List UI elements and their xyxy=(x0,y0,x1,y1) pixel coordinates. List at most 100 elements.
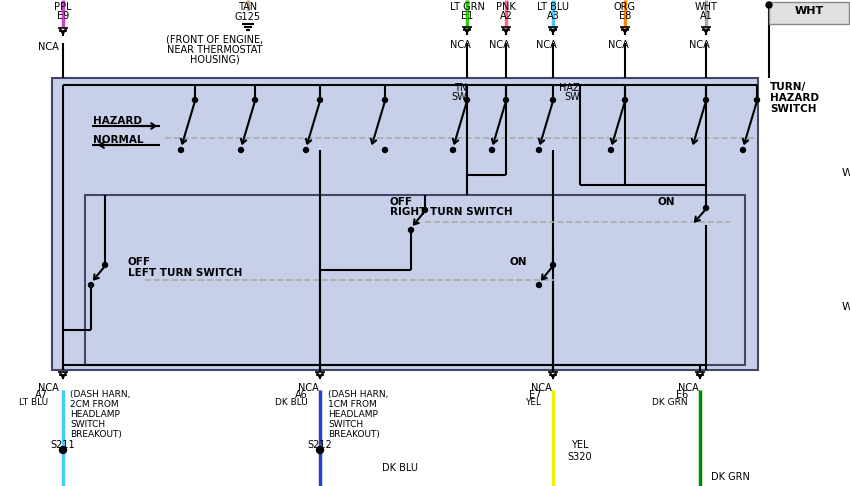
Text: BREAKOUT): BREAKOUT) xyxy=(70,430,122,439)
Text: NCA: NCA xyxy=(37,42,59,52)
Circle shape xyxy=(382,147,388,153)
Text: HAZARD: HAZARD xyxy=(93,116,142,126)
Circle shape xyxy=(609,147,614,153)
Text: A2: A2 xyxy=(500,11,513,21)
Text: ON: ON xyxy=(658,197,676,207)
Text: NCA: NCA xyxy=(688,40,710,50)
Text: SWITCH: SWITCH xyxy=(770,104,817,114)
Text: 2CM FROM: 2CM FROM xyxy=(70,400,119,409)
Circle shape xyxy=(464,98,469,103)
Text: BREAKOUT): BREAKOUT) xyxy=(328,430,380,439)
Text: NEAR THERMOSTAT: NEAR THERMOSTAT xyxy=(167,45,263,55)
Text: W: W xyxy=(842,168,850,178)
Text: TAN: TAN xyxy=(239,2,258,12)
Text: S320: S320 xyxy=(568,452,592,462)
Text: DK BLU: DK BLU xyxy=(275,398,308,407)
Circle shape xyxy=(704,98,709,103)
Text: RIGHT TURN SWITCH: RIGHT TURN SWITCH xyxy=(390,207,513,217)
Circle shape xyxy=(536,282,541,288)
Circle shape xyxy=(103,262,107,267)
Circle shape xyxy=(316,447,324,453)
Text: A3: A3 xyxy=(547,11,559,21)
Circle shape xyxy=(178,147,184,153)
Text: E6: E6 xyxy=(676,390,688,400)
Circle shape xyxy=(422,208,428,212)
Text: E7: E7 xyxy=(529,390,541,400)
Text: NCA: NCA xyxy=(450,40,470,50)
Text: A6: A6 xyxy=(295,390,308,400)
Text: YEL: YEL xyxy=(571,440,589,450)
Circle shape xyxy=(60,447,66,453)
Text: SWITCH: SWITCH xyxy=(70,420,105,429)
Text: S212: S212 xyxy=(308,440,332,450)
Text: E1: E1 xyxy=(461,11,473,21)
Text: W: W xyxy=(842,302,850,312)
Circle shape xyxy=(766,2,772,8)
Text: HEADLAMP: HEADLAMP xyxy=(328,410,378,419)
Text: LT BLU: LT BLU xyxy=(537,2,569,12)
Circle shape xyxy=(551,98,556,103)
Text: HEADLAMP: HEADLAMP xyxy=(70,410,120,419)
Text: LT BLU: LT BLU xyxy=(19,398,48,407)
Circle shape xyxy=(450,147,456,153)
Text: OFF: OFF xyxy=(390,197,413,207)
Text: HAZ: HAZ xyxy=(559,83,580,93)
Circle shape xyxy=(755,98,760,103)
Text: (FRONT OF ENGINE,: (FRONT OF ENGINE, xyxy=(167,35,264,45)
Text: NCA: NCA xyxy=(298,383,319,393)
Circle shape xyxy=(409,227,413,232)
Bar xyxy=(85,195,745,365)
Text: WHT: WHT xyxy=(795,6,824,16)
Circle shape xyxy=(239,147,243,153)
Circle shape xyxy=(382,98,388,103)
Text: DK BLU: DK BLU xyxy=(382,463,418,473)
Text: ON: ON xyxy=(510,257,528,267)
Text: NCA: NCA xyxy=(536,40,557,50)
Text: NORMAL: NORMAL xyxy=(93,135,144,145)
Text: LT GRN: LT GRN xyxy=(450,2,484,12)
Text: TURN/: TURN/ xyxy=(770,82,807,92)
Text: S211: S211 xyxy=(51,440,76,450)
Text: A7: A7 xyxy=(35,390,48,400)
Text: (DASH HARN,: (DASH HARN, xyxy=(328,390,388,399)
Text: ORG: ORG xyxy=(614,2,636,12)
Circle shape xyxy=(622,98,627,103)
Text: TN: TN xyxy=(454,83,467,93)
Text: OFF: OFF xyxy=(128,257,151,267)
Text: HOUSING): HOUSING) xyxy=(190,55,240,65)
Bar xyxy=(769,2,849,24)
Text: WHT: WHT xyxy=(694,2,717,12)
Text: NCA: NCA xyxy=(677,383,699,393)
Text: PPL: PPL xyxy=(54,2,71,12)
Text: E9: E9 xyxy=(57,11,69,21)
Text: LEFT TURN SWITCH: LEFT TURN SWITCH xyxy=(128,268,242,278)
Circle shape xyxy=(704,206,709,210)
Circle shape xyxy=(252,98,258,103)
Circle shape xyxy=(551,262,556,267)
Text: DK GRN: DK GRN xyxy=(711,472,750,482)
Text: YEL: YEL xyxy=(525,398,541,407)
Text: NCA: NCA xyxy=(489,40,509,50)
Circle shape xyxy=(490,147,495,153)
Text: G125: G125 xyxy=(235,12,261,22)
Text: DK GRN: DK GRN xyxy=(652,398,688,407)
Text: NCA: NCA xyxy=(530,383,552,393)
Text: SWITCH: SWITCH xyxy=(328,420,363,429)
Text: A1: A1 xyxy=(700,11,712,21)
Text: NCA: NCA xyxy=(608,40,628,50)
Text: SW: SW xyxy=(564,92,580,102)
Circle shape xyxy=(503,98,508,103)
Circle shape xyxy=(536,147,541,153)
Text: E8: E8 xyxy=(619,11,631,21)
Text: PNK: PNK xyxy=(496,2,516,12)
Circle shape xyxy=(192,98,197,103)
Bar xyxy=(52,78,758,370)
Circle shape xyxy=(303,147,309,153)
Circle shape xyxy=(740,147,745,153)
Circle shape xyxy=(88,282,94,288)
Text: NCA: NCA xyxy=(37,383,59,393)
Text: HAZARD: HAZARD xyxy=(770,93,819,103)
Circle shape xyxy=(318,98,322,103)
Text: 1CM FROM: 1CM FROM xyxy=(328,400,377,409)
Text: SW: SW xyxy=(451,92,467,102)
